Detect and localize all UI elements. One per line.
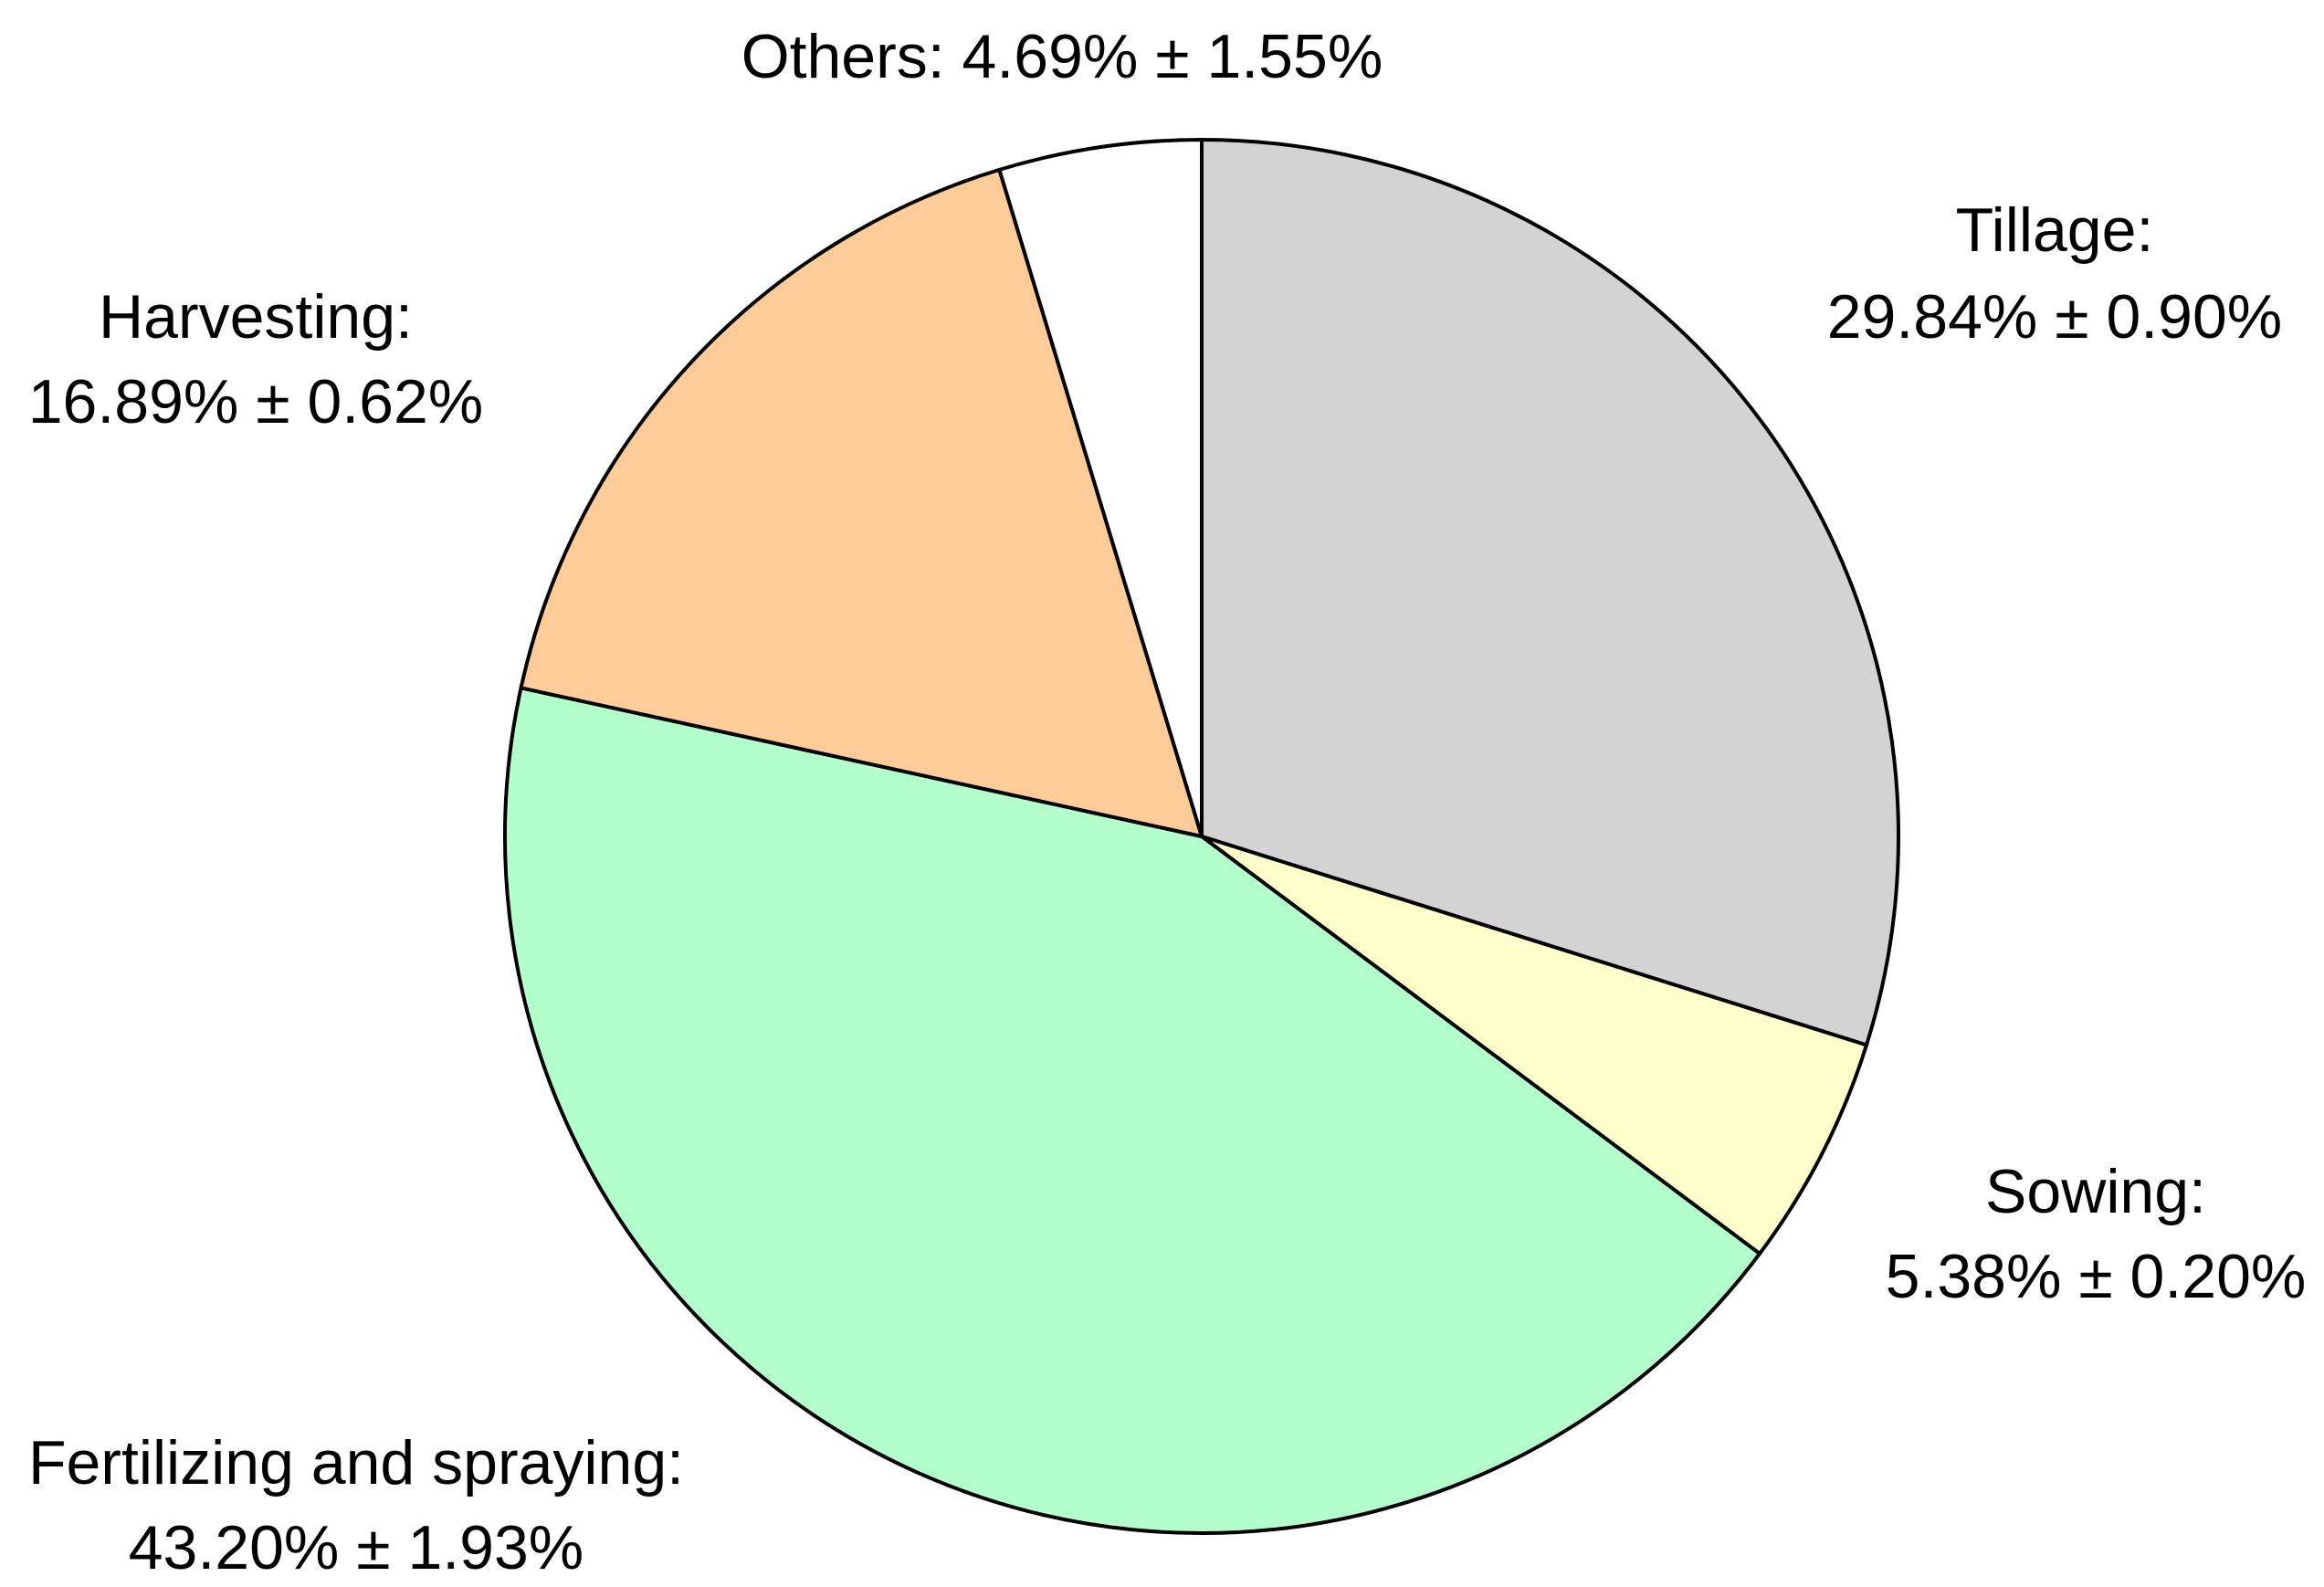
label-fertilizing-name: Fertilizing and spraying: [28,1428,684,1498]
label-sowing-name: Sowing: [1985,1157,2206,1226]
label-others: Others: 4.69% ± 1.55% [741,22,1383,91]
label-harvesting-name: Harvesting: [99,282,413,352]
pie-slices [503,138,1900,1535]
pie-slice-harvesting [519,167,1204,838]
label-tillage-name: Tillage: [1956,195,2154,265]
label-sowing-value: 5.38% ± 0.20% [1886,1242,2307,1311]
pie-slice-fertilizing-and-spraying [503,686,1762,1535]
label-harvesting-value: 16.89% ± 0.62% [28,367,484,436]
label-tillage-value: 29.84% ± 0.90% [1827,282,2283,352]
pie-slice-others [997,138,1204,838]
pie-slice-sowing [1200,835,1868,1256]
pie-labels: Others: 4.69% ± 1.55% Tillage: 29.84% ± … [28,22,2307,1582]
label-fertilizing-value: 43.20% ± 1.93% [129,1513,584,1582]
pie-slice-tillage [1200,138,1900,1047]
